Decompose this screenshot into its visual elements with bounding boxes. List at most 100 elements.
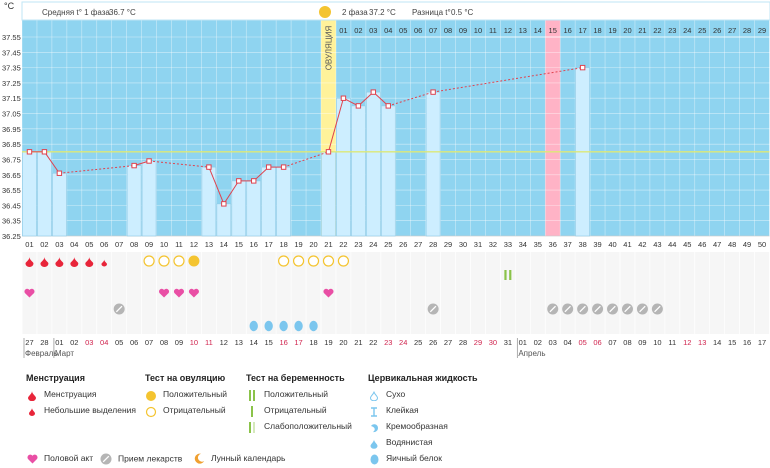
phase1-label: Средняя t° 1 фаза [42, 8, 110, 17]
legend-label: Менструация [44, 389, 97, 399]
calendar-date: 11 [205, 338, 213, 347]
phase2-value: 37.2 °C [369, 8, 396, 17]
calendar-date: 20 [339, 338, 347, 347]
y-tick-label: 37.55 [2, 33, 21, 42]
legend-title: Тест на беременность [246, 373, 345, 383]
calendar-date: 23 [384, 338, 392, 347]
pill-icon-stripe [639, 305, 646, 313]
ovu-negative-icon [307, 255, 320, 267]
y-tick-label: 36.55 [2, 186, 21, 195]
temperature-bar [52, 172, 67, 237]
cycle-day-label: 25 [384, 240, 392, 249]
calendar-date: 04 [100, 338, 108, 347]
egg-white-icon [249, 320, 258, 332]
temperature-point [385, 103, 391, 109]
phase2-day-label: 15 [549, 26, 557, 35]
calendar-date: 01 [55, 338, 63, 347]
phase2-day-label: 16 [564, 26, 572, 35]
legend-label: Положительный [163, 389, 227, 399]
calendar-date: 19 [324, 338, 332, 347]
cycle-day-label: 35 [534, 240, 542, 249]
ovu-negative-icon [158, 255, 170, 267]
y-tick-label: 36.65 [2, 171, 21, 180]
phase2-day-label: 12 [504, 26, 512, 35]
legend-item: Менструация [26, 386, 136, 402]
cycle-day-label: 34 [519, 240, 527, 249]
spotting-drop-icon [26, 403, 38, 419]
temperature-bar [366, 91, 381, 237]
legend-label: Клейкая [386, 405, 419, 415]
pill-icon-stripe [594, 305, 601, 313]
watery-drop-icon [368, 435, 380, 451]
cycle-day-label: 45 [683, 240, 691, 249]
calendar-date: 15 [265, 338, 273, 347]
phase2-day-label: 27 [728, 26, 736, 35]
legend-item: Водянистая [368, 434, 478, 450]
calendar-date: 31 [504, 338, 512, 347]
temperature-bar [126, 165, 142, 237]
legend-item: Сухо [368, 386, 478, 402]
phase2-day-label: 13 [519, 26, 527, 35]
cycle-day-label: 23 [354, 240, 362, 249]
temperature-bar [276, 166, 291, 237]
phase2-day-label: 14 [534, 26, 542, 35]
phase1-value: 36.7 °C [109, 8, 136, 17]
temperature-bar [351, 105, 366, 237]
cycle-day-label: 17 [265, 240, 273, 249]
y-tick-label: 36.25 [2, 232, 21, 241]
y-tick-label: 36.35 [2, 217, 21, 226]
heart-icon [188, 288, 199, 298]
calendar-date: 28 [40, 338, 48, 347]
y-tick-label: 37.05 [2, 110, 21, 119]
phase2-day-label: 25 [698, 26, 706, 35]
ovu-negative-icon [337, 255, 350, 267]
cycle-day-label: 14 [220, 240, 228, 249]
cycle-day-label: 46 [698, 240, 706, 249]
cycle-day-label: 05 [85, 240, 93, 249]
cycle-day-label: 07 [115, 240, 123, 249]
calendar-date: 09 [638, 338, 646, 347]
calendar-date: 03 [85, 338, 93, 347]
calendar-date: 26 [429, 338, 437, 347]
header-bar [21, 1, 770, 21]
calendar-date: 13 [698, 338, 706, 347]
cycle-day-label: 31 [474, 240, 482, 249]
phase2-day-label: 04 [384, 26, 392, 35]
cycle-day-label: 41 [623, 240, 631, 249]
heart-icon [173, 288, 185, 298]
heart-icon [158, 288, 170, 298]
pill-icon-stripe [115, 305, 123, 313]
temperature-segment [327, 98, 344, 152]
legend-label: Половой акт [44, 453, 94, 463]
cycle-day-label: 08 [130, 240, 138, 249]
phase2-day-label: 26 [713, 26, 721, 35]
phase2-day-label: 28 [743, 26, 751, 35]
menses-drop-icon [26, 387, 38, 403]
calendar-date: 15 [728, 338, 736, 347]
highlight-day-column [545, 20, 561, 236]
cycle-day-label: 43 [653, 240, 661, 249]
legend-label: Прием лекарств [118, 453, 183, 464]
calendar-date: 13 [235, 338, 243, 347]
temperature-segment [433, 67, 583, 93]
phase2-day-label: 10 [474, 26, 482, 35]
legend-label: Отрицательный [264, 405, 327, 415]
temperature-segment [223, 180, 240, 205]
temperature-bar [37, 151, 52, 237]
legend-label: Слабоположительный [264, 421, 352, 431]
ovu-negative-icon [322, 255, 335, 267]
cycle-day-label: 03 [55, 240, 63, 249]
temperature-point [26, 149, 33, 155]
cycle-day-label: 37 [564, 240, 572, 249]
ovu-negative-icon [173, 255, 185, 267]
calendar-date: 16 [279, 338, 287, 347]
legend-label: Отрицательный [163, 405, 226, 415]
legend-label: Водянистая [386, 437, 433, 447]
sticky-icon [368, 403, 380, 419]
calendar-date: 21 [354, 338, 362, 347]
y-tick-label: 36.85 [2, 140, 21, 149]
phase2-day-label: 20 [623, 26, 631, 35]
month-label: Апрель [518, 349, 545, 358]
legend-item: Кремообразная [368, 418, 478, 434]
temperature-point [430, 89, 436, 95]
